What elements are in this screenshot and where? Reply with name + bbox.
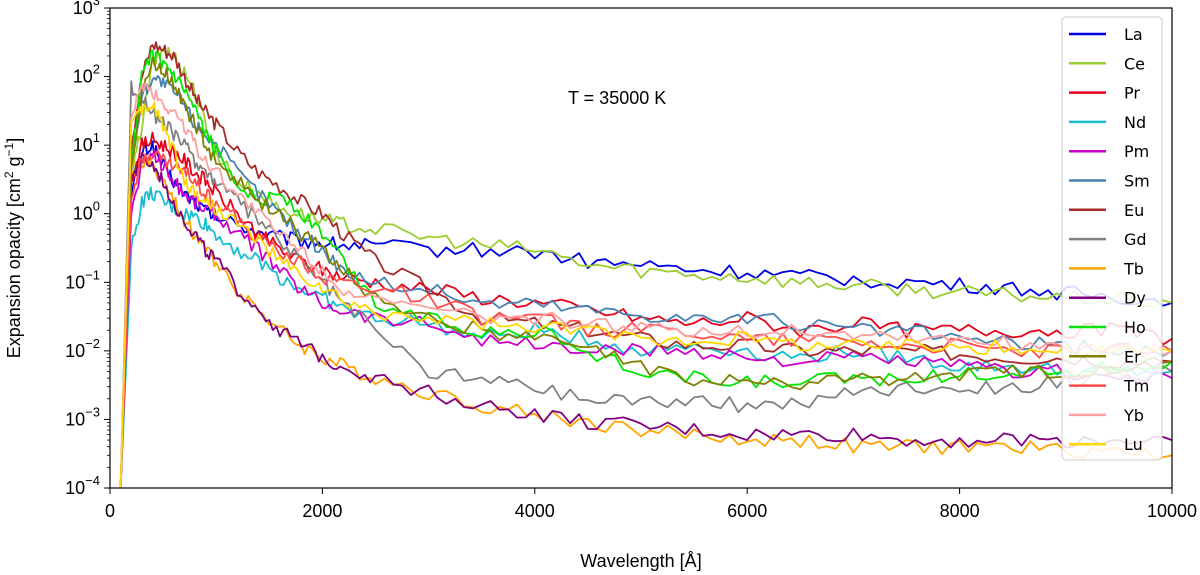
y-axis-label-sup1: 2 [2, 171, 16, 178]
temperature-annotation: T = 35000 K [568, 88, 666, 108]
y-tick-exp: 0 [93, 199, 100, 214]
legend-label: Yb [1123, 406, 1144, 425]
x-tick-label: 4000 [515, 501, 555, 521]
legend-label: Pm [1124, 142, 1149, 161]
legend-label: Ce [1124, 54, 1145, 73]
series-line-Lu [119, 101, 1172, 488]
plot-frame [109, 7, 1173, 489]
legend-label: Pr [1124, 84, 1140, 103]
legend-label: Tb [1123, 259, 1144, 278]
y-tick-label: 10−1 [65, 267, 100, 292]
x-tick-label: 8000 [940, 501, 980, 521]
y-tick-base: 10 [73, 67, 93, 87]
y-tick-label: 10−4 [65, 473, 100, 498]
y-tick-base: 10 [73, 204, 93, 224]
y-tick-exp: 3 [93, 0, 100, 8]
legend-box [1061, 16, 1163, 461]
y-axis-label: Expansion opacity [cm2 g−1] [2, 138, 24, 359]
series-line-Tm [119, 149, 1172, 488]
legend-label: Tm [1123, 377, 1149, 396]
legend-label: Dy [1124, 289, 1146, 308]
legend-label: Sm [1124, 172, 1150, 191]
series-line-La [119, 140, 1172, 488]
y-tick-exp: −3 [85, 404, 100, 419]
y-tick-exp: −1 [85, 267, 100, 282]
y-tick-base: 10 [73, 0, 93, 18]
x-tick-label: 0 [105, 501, 115, 521]
legend-label: Gd [1124, 230, 1147, 249]
y-tick-exp: −2 [85, 336, 100, 351]
legend: La Ce Pr Nd Pm Sm Eu Gd Tb Dy Ho Er Tm Yb Lu [1061, 16, 1163, 461]
y-tick-base: 10 [73, 135, 93, 155]
y-tick-exp: 2 [93, 62, 100, 77]
y-tick-label: 101 [73, 130, 100, 155]
legend-label: Ho [1124, 318, 1146, 337]
x-tick-label: 10000 [1147, 501, 1197, 521]
x-tick-label: 6000 [727, 501, 767, 521]
series-line-Yb [119, 81, 1172, 488]
y-tick-base: 10 [65, 272, 85, 292]
y-tick-label: 10−3 [65, 404, 100, 429]
series-line-Ce [119, 46, 1172, 488]
series-layer [119, 41, 1172, 488]
x-axis: 0 2000 4000 6000 8000 10000 [105, 488, 1197, 521]
legend-label: Er [1124, 347, 1141, 366]
legend-label: Eu [1124, 201, 1144, 220]
series-line-Sm [119, 75, 1172, 488]
y-tick-base: 10 [65, 409, 85, 429]
series-line-Tb [119, 156, 1172, 488]
y-axis-label-mid: g [4, 156, 24, 171]
x-axis-label: Wavelength [Å] [580, 551, 701, 571]
y-tick-label: 10−2 [65, 336, 100, 361]
y-tick-exp: −4 [85, 473, 100, 488]
y-axis-label-sup2: −1 [2, 142, 16, 156]
series-line-Gd [119, 80, 1172, 488]
y-tick-base: 10 [65, 478, 85, 498]
series-line-Pr [119, 131, 1172, 488]
y-tick-exp: 1 [93, 130, 100, 145]
series-line-Dy [119, 152, 1172, 488]
legend-label: Nd [1124, 113, 1146, 132]
y-tick-label: 103 [73, 0, 100, 18]
series-line-Pm [119, 148, 1172, 488]
legend-label: La [1124, 25, 1143, 44]
y-tick-base: 10 [65, 341, 85, 361]
y-tick-label: 102 [73, 62, 100, 87]
y-axis-label-post: ] [4, 138, 24, 143]
legend-label: Lu [1124, 435, 1143, 454]
y-tick-label: 100 [73, 199, 100, 224]
y-axis-label-pre: Expansion opacity [cm [4, 178, 24, 358]
x-tick-label: 2000 [302, 501, 342, 521]
